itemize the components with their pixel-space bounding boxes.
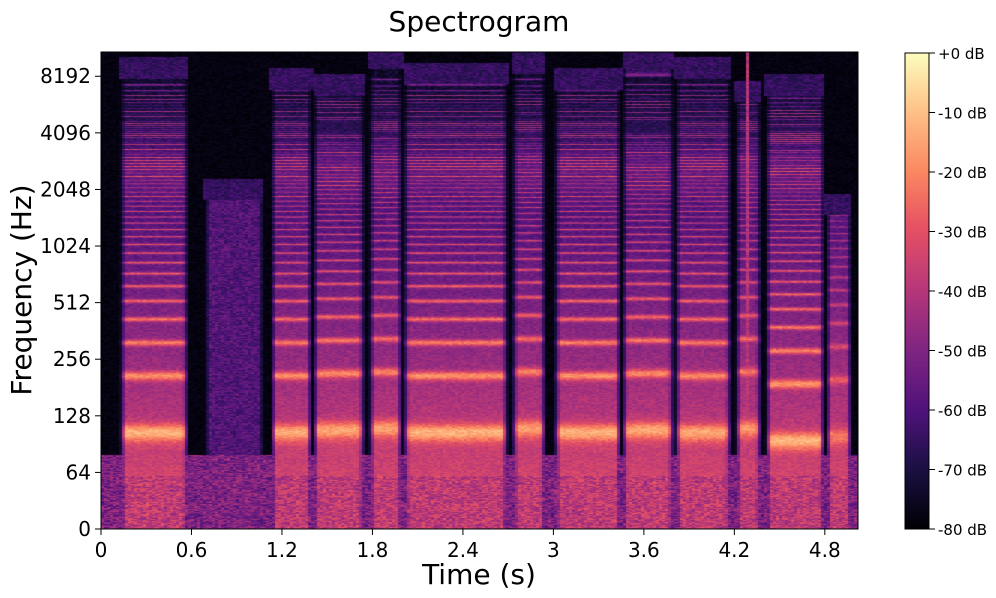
y-tick-label: 1024 (40, 234, 91, 258)
chart-title: Spectrogram (389, 5, 570, 38)
colorbar-tick-label: -10 dB (938, 105, 987, 123)
colorbar-tick-label: -60 dB (938, 402, 987, 420)
y-tick-label: 2048 (40, 177, 91, 201)
colorbar-tick-label: -20 dB (938, 164, 987, 182)
y-tick-label: 128 (53, 404, 91, 428)
colorbar-tick-label: -70 dB (938, 462, 987, 480)
x-tick-label: 4.2 (718, 538, 750, 562)
x-tick-label: 1.2 (266, 538, 298, 562)
spectrogram-heatmap (101, 52, 858, 529)
colorbar-tick-label: -30 dB (938, 224, 987, 242)
y-tick-label: 512 (53, 291, 91, 315)
colorbar-tick-label: -80 dB (938, 521, 987, 539)
y-axis-ticks: 0 64 128 256 512 1024 2048 4096 8192 (40, 64, 101, 541)
colorbar-tick-label: -50 dB (938, 343, 987, 361)
x-tick-label: 4.8 (809, 538, 841, 562)
x-tick-label: 0 (95, 538, 108, 562)
colorbar-ticks: +0 dB -10 dB -20 dB -30 dB -40 dB -50 dB -60 d… (929, 45, 987, 539)
plot-frame (100, 51, 859, 530)
y-tick-label: 256 (53, 347, 91, 371)
y-tick-label: 4096 (40, 121, 91, 145)
x-tick-label: 3 (547, 538, 560, 562)
colorbar (904, 52, 930, 530)
x-axis-ticks: 0 0.6 1.2 1.8 2.4 3 3.6 4.2 4.8 (95, 529, 841, 562)
y-tick-label: 8192 (40, 64, 91, 88)
colorbar-tick-label: +0 dB (938, 45, 985, 63)
colorbar-tick-label: -40 dB (938, 283, 987, 301)
x-axis-label: Time (s) (421, 558, 536, 591)
y-tick-label: 64 (66, 460, 91, 484)
y-axis-label: Frequency (Hz) (5, 184, 38, 395)
x-tick-label: 1.8 (357, 538, 389, 562)
y-tick-label: 0 (78, 517, 91, 541)
x-tick-label: 0.6 (176, 538, 208, 562)
x-tick-label: 2.4 (447, 538, 479, 562)
x-tick-label: 3.6 (628, 538, 660, 562)
